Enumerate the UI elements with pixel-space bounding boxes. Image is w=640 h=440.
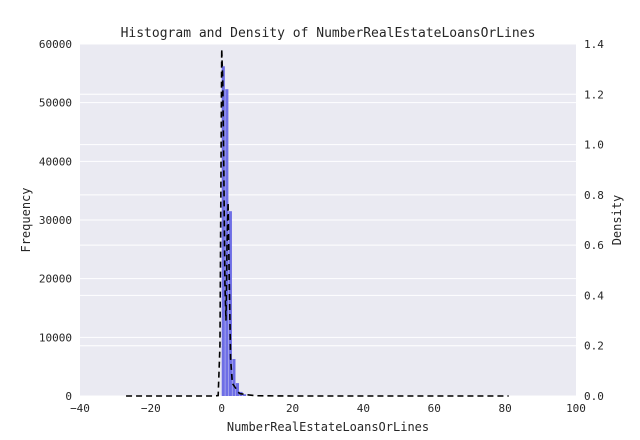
y2-tick-label: 0.6 bbox=[584, 239, 604, 252]
y2-tick-label: 0.8 bbox=[584, 189, 604, 202]
y-axis-ticks: 0 10000 20000 30000 40000 50000 60000 bbox=[39, 38, 72, 403]
x-tick-label: 60 bbox=[428, 402, 441, 415]
y-tick-label: 40000 bbox=[39, 155, 72, 168]
y-axis-label: Frequency bbox=[19, 187, 33, 252]
histogram-bar bbox=[221, 66, 225, 396]
y-tick-label: 30000 bbox=[39, 214, 72, 227]
y-tick-label: 50000 bbox=[39, 97, 72, 110]
x-tick-label: −40 bbox=[70, 402, 90, 415]
x-tick-label: 20 bbox=[286, 402, 299, 415]
x-axis-ticks: −40 −20 0 20 40 60 80 100 bbox=[70, 402, 586, 415]
chart-title: Histogram and Density of NumberRealEstat… bbox=[121, 26, 536, 41]
y2-axis-ticks: 0.0 0.2 0.4 0.6 0.8 1.0 1.2 1.4 bbox=[584, 38, 604, 403]
y-tick-label: 60000 bbox=[39, 38, 72, 51]
y2-tick-label: 0.4 bbox=[584, 289, 604, 302]
y2-tick-label: 1.4 bbox=[584, 38, 604, 51]
x-tick-label: 80 bbox=[499, 402, 512, 415]
x-tick-label: 0 bbox=[218, 402, 225, 415]
histogram-bar bbox=[228, 211, 232, 396]
y2-tick-label: 1.0 bbox=[584, 139, 604, 152]
histogram-bar bbox=[242, 394, 247, 396]
x-tick-label: 100 bbox=[566, 402, 586, 415]
y2-tick-label: 0.0 bbox=[584, 390, 604, 403]
y2-tick-label: 0.2 bbox=[584, 340, 604, 353]
x-tick-label: 40 bbox=[357, 402, 370, 415]
histogram-bar bbox=[232, 359, 236, 396]
density-line bbox=[126, 49, 509, 397]
y-tick-label: 0 bbox=[65, 390, 72, 403]
y2-axis-label: Density bbox=[610, 195, 624, 246]
y-tick-label: 20000 bbox=[39, 273, 72, 286]
density-curve bbox=[126, 49, 509, 397]
gridlines bbox=[80, 43, 576, 397]
y-tick-label: 10000 bbox=[39, 331, 72, 344]
histogram-bar bbox=[225, 89, 229, 396]
histogram-bar bbox=[235, 383, 240, 396]
x-tick-label: −20 bbox=[141, 402, 161, 415]
x-axis-label: NumberRealEstateLoansOrLines bbox=[227, 420, 429, 434]
y2-tick-label: 1.2 bbox=[584, 88, 604, 101]
